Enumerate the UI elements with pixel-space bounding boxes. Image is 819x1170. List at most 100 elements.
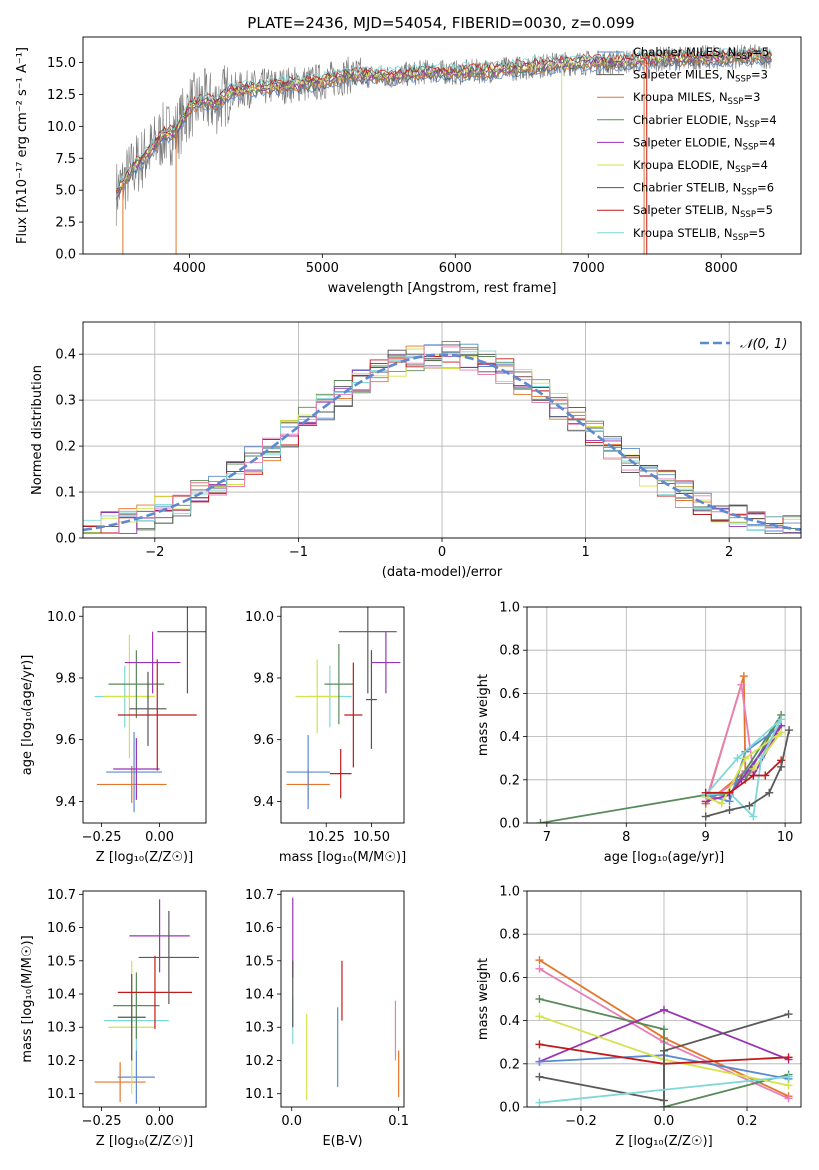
plot-area-residual_histogram <box>83 341 801 534</box>
y-tick-label: 0.6 <box>499 687 520 702</box>
y-tick-label: 0.8 <box>499 928 520 943</box>
y-tick-label: 10.5 <box>245 954 274 969</box>
x-tick-label: 5000 <box>306 261 339 276</box>
y-tick-label: 10.3 <box>47 1021 76 1036</box>
y-tick-label: 10.1 <box>47 1087 76 1102</box>
y-tick-label: 10.7 <box>47 888 76 903</box>
x-tick-label: 8 <box>622 830 630 845</box>
x-tick-label: 2 <box>725 545 733 560</box>
panel-spectrum: 4000 5000 6000 7000 8000 0.0 2.5 5.0 7.5 10.0 12.5… <box>15 36 802 296</box>
x-tick-label: 0 <box>438 545 446 560</box>
axes-frame <box>82 36 802 255</box>
x-tick-label: 6000 <box>439 261 472 276</box>
y-tick-label: 10.7 <box>245 888 274 903</box>
axes-frame <box>280 890 405 1108</box>
y-tick-label: 2.5 <box>55 216 76 231</box>
plot-area-age_vs_mass <box>286 607 401 810</box>
y-axis-label: Normed distribution <box>30 365 45 495</box>
axes-frame <box>526 606 802 824</box>
legend-label: Salpeter ELODIE, NSSP=4 <box>633 135 776 152</box>
mass-weight-series-line <box>539 1013 789 1102</box>
axes-frame <box>526 890 802 1108</box>
y-tick-label: 10.0 <box>47 120 76 135</box>
y-tick-label: 0.1 <box>55 486 76 501</box>
x-tick-label: 0.2 <box>737 1114 758 1129</box>
plot-area-mass_vs_extinction <box>292 897 400 1101</box>
x-tick-label: 10.50 <box>353 830 390 845</box>
y-tick-label: 10.4 <box>47 988 76 1003</box>
axes-frame <box>82 890 207 1108</box>
x-tick-label: 0.00 <box>145 830 174 845</box>
axes-frame <box>82 606 207 824</box>
y-tick-label: 0.0 <box>499 817 520 832</box>
y-tick-label: 9.4 <box>253 795 274 810</box>
y-tick-label: 0.6 <box>499 971 520 986</box>
figure-title: PLATE=2436, MJD=54054, FIBERID=0030, z=0… <box>247 14 634 32</box>
y-tick-label: 1.0 <box>499 601 520 616</box>
y-axis-label: age [log₁₀(age/yr)] <box>20 655 35 776</box>
y-tick-label: 5.0 <box>55 184 76 199</box>
plot-area-mass_weight_vs_metallicity <box>535 956 793 1107</box>
y-tick-label: 0.4 <box>499 1014 520 1029</box>
x-tick-label: 0.0 <box>654 1114 675 1129</box>
plot-area-mass_weight_vs_age <box>536 672 794 823</box>
y-axis-label: mass weight <box>476 674 491 756</box>
y-tick-label: 1.0 <box>499 885 520 900</box>
y-axis-label: mass weight <box>476 958 491 1040</box>
x-tick-label: 10.25 <box>308 830 345 845</box>
x-axis-label: Z [log₁₀(Z/Z☉)] <box>615 1134 712 1149</box>
x-axis-label: mass [log₁₀(M/M☉)] <box>279 850 406 865</box>
y-tick-label: 9.8 <box>55 671 76 686</box>
y-tick-label: 10.2 <box>47 1054 76 1069</box>
plot-area-age_vs_metallicity <box>94 607 206 813</box>
y-axis-label: mass [log₁₀(M/M☉)] <box>20 935 35 1062</box>
y-tick-label: 0.0 <box>499 1101 520 1116</box>
y-tick-label: 10.2 <box>245 1054 274 1069</box>
y-tick-label: 0.0 <box>55 532 76 547</box>
legend-label: Salpeter MILES, NSSP=3 <box>633 68 768 85</box>
x-axis-label: age [log₁₀(age/yr)] <box>604 850 725 865</box>
y-tick-label: 0.3 <box>55 394 76 409</box>
mass-weight-series-line <box>539 1075 789 1104</box>
x-tick-label: −2 <box>145 545 164 560</box>
x-axis-label: wavelength [Angstrom, rest frame] <box>328 281 557 296</box>
normal-reference-curve <box>83 353 801 532</box>
x-tick-label: 0.0 <box>281 1114 302 1129</box>
x-axis-label: E(B-V) <box>322 1134 362 1149</box>
y-tick-label: 10.6 <box>47 921 76 936</box>
mass-weight-series-line <box>705 729 790 818</box>
y-tick-label: 10.5 <box>47 954 76 969</box>
axes-frame <box>280 606 405 824</box>
legend-label: Chabrier MILES, NSSP=5 <box>633 45 769 62</box>
y-axis-label: Flux [fλ10⁻¹⁷ erg cm⁻² s⁻¹ A⁻¹] <box>15 47 30 244</box>
x-axis-label: Z [log₁₀(Z/Z☉)] <box>96 850 193 865</box>
x-tick-label: −0.2 <box>565 1114 597 1129</box>
x-tick-label: 9 <box>702 830 710 845</box>
x-tick-label: −0.25 <box>82 830 122 845</box>
panel-mass_vs_extinction: 0.0 0.1 10.1 10.2 10.3 10.4 10.5 10.6 10.7 E(B-V) <box>245 888 409 1149</box>
x-axis-label: (data-model)/error <box>382 565 503 580</box>
y-tick-label: 10.0 <box>245 610 274 625</box>
x-tick-label: −1 <box>289 545 308 560</box>
mass-weight-series-line <box>704 684 755 803</box>
legend-label: 𝒩(0, 1) <box>740 337 787 352</box>
y-tick-label: 9.4 <box>55 795 76 810</box>
y-tick-label: 10.0 <box>47 610 76 625</box>
panel-mass_weight_vs_metallicity: −0.2 0.0 0.2 0.0 0.2 0.4 0.6 0.8 1.0 Z [log₁₀(Z/Z… <box>476 885 802 1149</box>
y-tick-label: 0.2 <box>499 773 520 788</box>
y-tick-label: 10.3 <box>245 1021 274 1036</box>
y-tick-label: 10.1 <box>245 1087 274 1102</box>
y-tick-label: 0.4 <box>55 348 76 363</box>
plot-area-mass_vs_metallicity <box>94 899 200 1104</box>
x-tick-label: 7000 <box>572 261 605 276</box>
y-tick-label: 0.8 <box>499 644 520 659</box>
x-tick-label: 7 <box>543 830 551 845</box>
y-tick-label: 10.4 <box>245 988 274 1003</box>
legend-label: Chabrier ELODIE, NSSP=4 <box>633 113 777 130</box>
plot-area-spectrum <box>115 44 772 254</box>
legend-label: Salpeter STELIB, NSSP=5 <box>633 203 773 220</box>
axes-frame <box>82 321 802 539</box>
x-tick-label: 0.00 <box>145 1114 174 1129</box>
y-tick-label: 12.5 <box>47 88 76 103</box>
